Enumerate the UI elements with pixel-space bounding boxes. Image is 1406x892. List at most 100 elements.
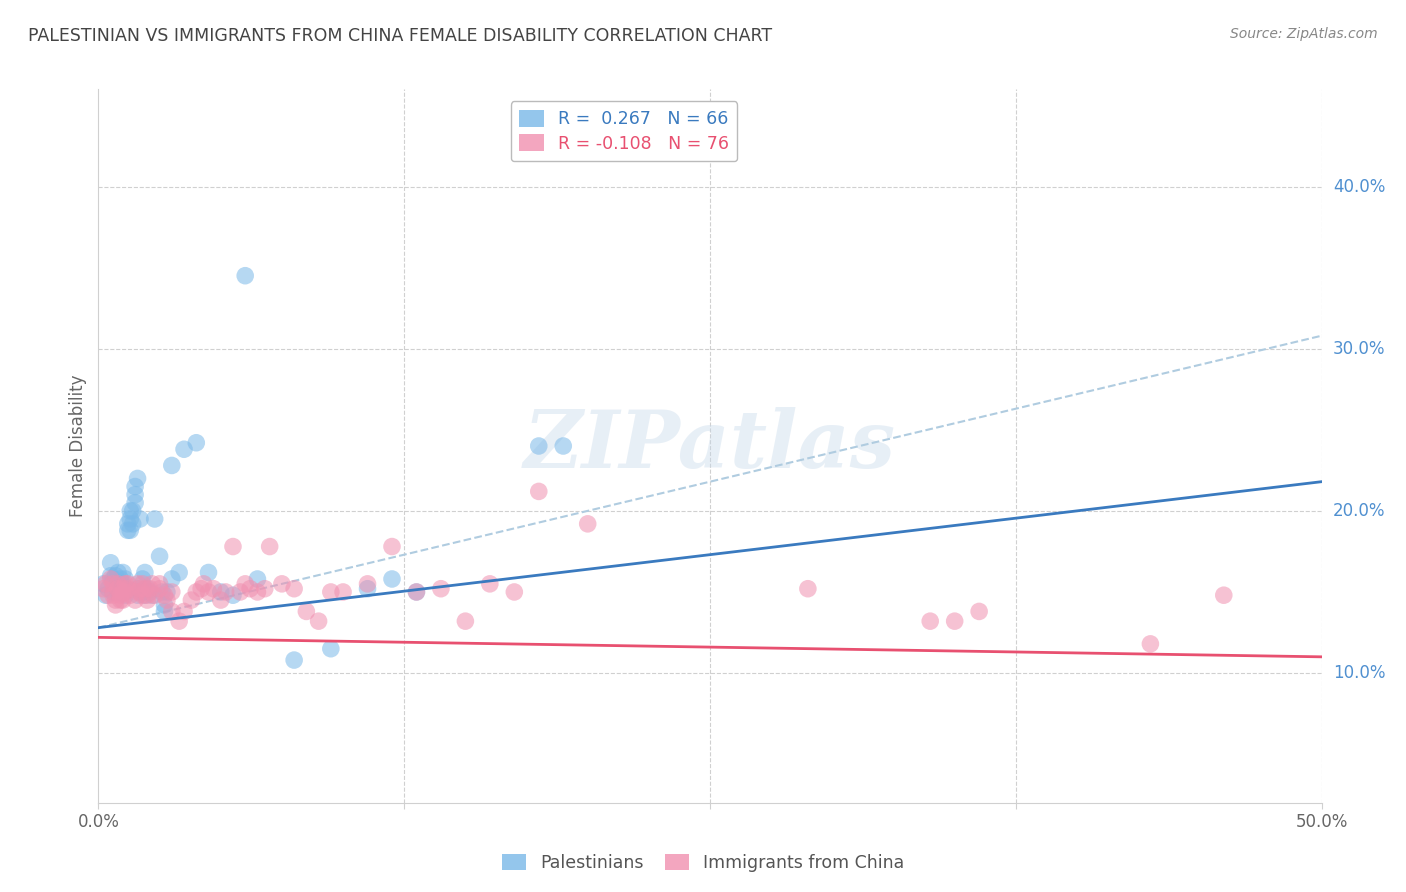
Point [149, 549, 172, 564]
Point [270, 577, 294, 591]
Point [114, 588, 136, 602]
Point [136, 588, 159, 602]
Point [356, 577, 378, 591]
Point [319, 641, 342, 656]
Point [117, 524, 139, 538]
Point [94, 577, 117, 591]
Point [576, 516, 599, 531]
Point [141, 577, 163, 591]
Point [209, 593, 232, 607]
Point [186, 435, 208, 450]
Point [253, 582, 276, 596]
Point [104, 577, 127, 591]
Point [153, 604, 176, 618]
Point [131, 572, 153, 586]
Point [104, 568, 127, 582]
Point [295, 604, 318, 618]
Text: ZIPatlas: ZIPatlas [524, 408, 896, 484]
Point [131, 585, 153, 599]
Point [104, 593, 127, 607]
Point [104, 598, 127, 612]
Point [101, 577, 124, 591]
Point [149, 577, 172, 591]
Point [111, 582, 134, 596]
Point [110, 588, 132, 602]
Point [180, 593, 202, 607]
Point [283, 653, 305, 667]
Point [120, 524, 142, 538]
Point [107, 585, 129, 599]
Point [117, 516, 139, 531]
Point [405, 585, 427, 599]
Point [124, 488, 146, 502]
Point [173, 604, 195, 618]
Point [111, 585, 134, 599]
Point [308, 614, 330, 628]
Point [124, 479, 146, 493]
Point [134, 582, 156, 596]
Point [127, 582, 149, 596]
Point [110, 572, 132, 586]
Point [101, 588, 124, 602]
Point [114, 572, 136, 586]
Point [143, 588, 166, 602]
Point [160, 585, 183, 599]
Point [229, 585, 252, 599]
Point [117, 582, 139, 596]
Point [233, 577, 256, 591]
Point [233, 268, 256, 283]
Point [111, 593, 134, 607]
Point [503, 585, 526, 599]
Point [173, 442, 195, 457]
Point [197, 566, 219, 580]
Y-axis label: Female Disability: Female Disability [69, 375, 87, 517]
Point [129, 585, 152, 599]
Point [107, 577, 129, 591]
Point [283, 582, 305, 596]
Point [131, 577, 153, 591]
Point [136, 593, 159, 607]
Point [110, 585, 132, 599]
Point [97, 588, 120, 602]
Text: PALESTINIAN VS IMMIGRANTS FROM CHINA FEMALE DISABILITY CORRELATION CHART: PALESTINIAN VS IMMIGRANTS FROM CHINA FEM… [28, 27, 772, 45]
Point [100, 556, 122, 570]
Point [153, 598, 176, 612]
Point [114, 577, 136, 591]
Point [246, 585, 269, 599]
Point [160, 604, 183, 618]
Point [920, 614, 942, 628]
Point [114, 582, 136, 596]
Point [94, 588, 117, 602]
Point [121, 504, 143, 518]
Point [153, 588, 176, 602]
Point [111, 585, 134, 599]
Point [478, 577, 501, 591]
Point [356, 582, 378, 596]
Point [202, 582, 225, 596]
Point [156, 585, 179, 599]
Point [405, 585, 427, 599]
Point [91, 582, 114, 596]
Point [127, 585, 149, 599]
Text: 30.0%: 30.0% [1333, 340, 1385, 358]
Point [141, 588, 163, 602]
Point [222, 540, 245, 554]
Point [100, 572, 122, 586]
Text: 10.0%: 10.0% [1333, 664, 1385, 682]
Point [114, 585, 136, 599]
Point [967, 604, 990, 618]
Point [1139, 637, 1161, 651]
Point [120, 588, 142, 602]
Point [246, 572, 269, 586]
Point [107, 582, 129, 596]
Point [160, 572, 183, 586]
Point [553, 439, 575, 453]
Point [111, 566, 134, 580]
Point [381, 540, 404, 554]
Point [167, 566, 190, 580]
Point [129, 582, 152, 596]
Legend: R =  0.267   N = 66, R = -0.108   N = 76: R = 0.267 N = 66, R = -0.108 N = 76 [510, 102, 737, 161]
Point [430, 582, 453, 596]
Point [259, 540, 281, 554]
Text: 20.0%: 20.0% [1333, 502, 1385, 520]
